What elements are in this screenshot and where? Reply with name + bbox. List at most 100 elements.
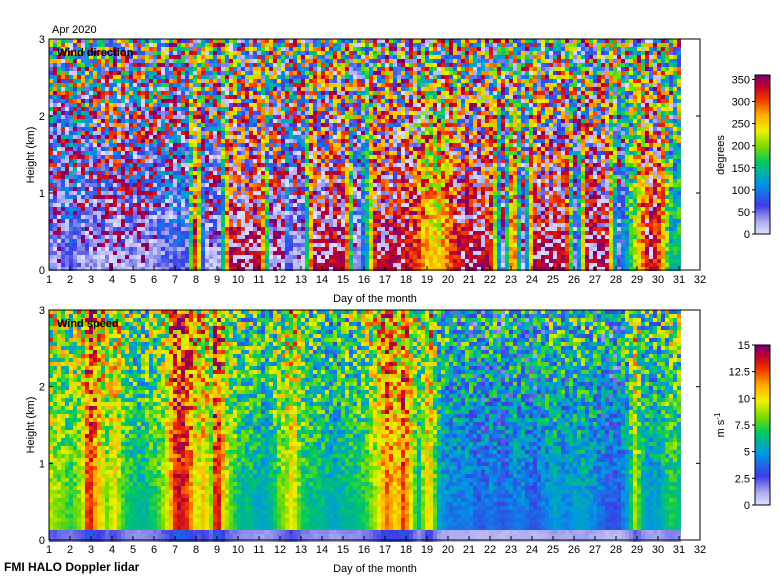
heatmap-cell bbox=[377, 147, 381, 151]
heatmap-cell bbox=[125, 91, 129, 95]
heatmap-cell bbox=[381, 59, 385, 63]
heatmap-cell bbox=[309, 215, 313, 219]
heatmap-cell bbox=[313, 51, 317, 55]
heatmap-cell bbox=[113, 191, 117, 195]
heatmap-cell bbox=[73, 55, 77, 59]
heatmap-cell bbox=[197, 55, 201, 59]
heatmap-cell bbox=[317, 215, 321, 219]
heatmap-cell bbox=[85, 227, 89, 231]
heatmap-cell bbox=[361, 203, 365, 207]
heatmap-cell bbox=[65, 159, 69, 163]
heatmap-cell bbox=[237, 159, 241, 163]
heatmap-cell bbox=[325, 95, 329, 99]
heatmap-cell bbox=[165, 91, 169, 95]
heatmap-cell bbox=[181, 255, 185, 259]
heatmap-cell bbox=[349, 71, 353, 75]
heatmap-cell bbox=[97, 171, 101, 175]
heatmap-cell bbox=[369, 195, 373, 199]
heatmap-cell bbox=[337, 263, 341, 267]
heatmap-cell bbox=[117, 155, 121, 159]
heatmap-cell bbox=[105, 211, 109, 215]
heatmap-cell bbox=[213, 115, 217, 119]
heatmap-cell bbox=[161, 115, 165, 119]
heatmap-cell bbox=[73, 247, 77, 251]
heatmap-cell bbox=[169, 55, 173, 59]
heatmap-cell bbox=[373, 127, 377, 131]
heatmap-cell bbox=[185, 239, 189, 243]
heatmap-cell bbox=[205, 171, 209, 175]
heatmap-cell bbox=[277, 111, 281, 115]
heatmap-cell bbox=[237, 39, 241, 43]
heatmap-cell bbox=[261, 59, 265, 63]
heatmap-cell bbox=[105, 51, 109, 55]
heatmap-cell bbox=[377, 119, 381, 123]
heatmap-cell bbox=[345, 43, 349, 47]
heatmap-cell bbox=[261, 171, 265, 175]
heatmap-cell bbox=[141, 43, 145, 47]
heatmap-cell bbox=[201, 147, 205, 151]
heatmap-cell bbox=[217, 159, 221, 163]
heatmap-cell bbox=[269, 147, 273, 151]
heatmap-cell bbox=[289, 103, 293, 107]
heatmap-cell bbox=[249, 179, 253, 183]
heatmap-cell bbox=[121, 235, 125, 239]
heatmap-cell bbox=[365, 139, 369, 143]
heatmap-cell bbox=[209, 127, 213, 131]
heatmap-cell bbox=[133, 171, 137, 175]
heatmap-cell bbox=[177, 55, 181, 59]
heatmap-cell bbox=[357, 215, 361, 219]
heatmap-cell bbox=[133, 227, 137, 231]
heatmap-cell bbox=[341, 199, 345, 203]
heatmap-cell bbox=[53, 235, 57, 239]
heatmap-cell bbox=[257, 139, 261, 143]
heatmap-cell bbox=[237, 107, 241, 111]
heatmap-cell bbox=[165, 163, 169, 167]
heatmap-cell bbox=[353, 107, 357, 111]
heatmap-cell bbox=[193, 219, 197, 223]
heatmap-cell bbox=[265, 119, 269, 123]
heatmap-cell bbox=[157, 123, 161, 127]
heatmap-cell bbox=[225, 215, 229, 219]
heatmap-cell bbox=[193, 127, 197, 131]
heatmap-cell bbox=[393, 67, 397, 71]
heatmap-cell bbox=[81, 63, 85, 67]
heatmap-cell bbox=[201, 67, 205, 71]
heatmap-cell bbox=[325, 151, 329, 155]
heatmap-cell bbox=[49, 87, 53, 91]
heatmap-cell bbox=[121, 247, 125, 251]
heatmap-cell bbox=[297, 195, 301, 199]
heatmap-cell bbox=[157, 79, 161, 83]
heatmap-cell bbox=[73, 123, 77, 127]
heatmap-cell bbox=[193, 151, 197, 155]
heatmap-cell bbox=[105, 175, 109, 179]
heatmap-cell bbox=[49, 159, 53, 163]
heatmap-cell bbox=[333, 171, 337, 175]
heatmap-cell bbox=[185, 91, 189, 95]
heatmap-cell bbox=[157, 267, 161, 271]
heatmap-cell bbox=[125, 235, 129, 239]
heatmap-cell bbox=[81, 263, 85, 267]
heatmap-cell bbox=[245, 191, 249, 195]
heatmap-cell bbox=[57, 215, 61, 219]
heatmap-cell bbox=[353, 103, 357, 107]
heatmap-cell bbox=[165, 151, 169, 155]
heatmap-cell bbox=[321, 103, 325, 107]
heatmap-cell bbox=[221, 107, 225, 111]
heatmap-cell bbox=[73, 263, 77, 267]
heatmap-cell bbox=[65, 119, 69, 123]
heatmap-cell bbox=[349, 251, 353, 255]
heatmap-cell bbox=[213, 155, 217, 159]
heatmap-cell bbox=[369, 151, 373, 155]
heatmap-cell bbox=[73, 39, 77, 43]
heatmap-cell bbox=[181, 55, 185, 59]
heatmap-cell bbox=[49, 143, 53, 147]
heatmap-cell bbox=[105, 239, 109, 243]
heatmap-cell bbox=[173, 227, 177, 231]
heatmap-cell bbox=[85, 155, 89, 159]
heatmap-cell bbox=[297, 259, 301, 263]
heatmap-cell bbox=[157, 43, 161, 47]
heatmap-cell bbox=[117, 51, 121, 55]
heatmap-cell bbox=[325, 75, 329, 79]
heatmap-cell bbox=[345, 167, 349, 171]
heatmap-cell bbox=[165, 79, 169, 83]
